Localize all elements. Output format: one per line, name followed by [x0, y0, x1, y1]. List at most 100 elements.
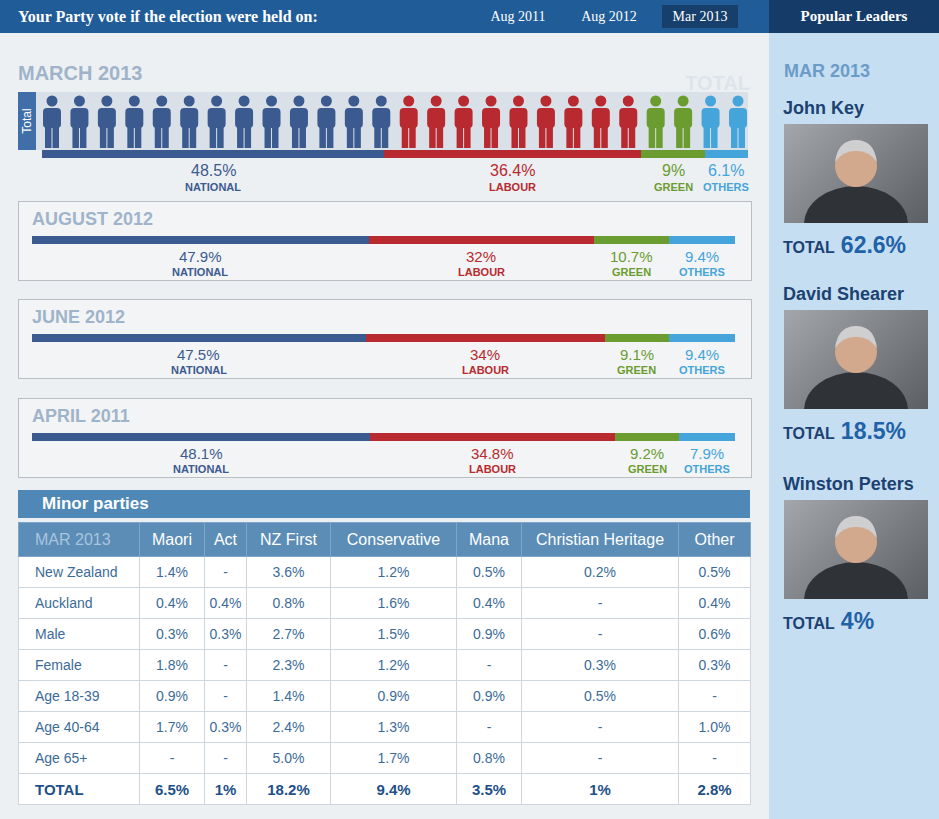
svg-text:OTHERS: OTHERS: [679, 266, 725, 278]
svg-text:48.1%: 48.1%: [180, 445, 223, 462]
html-text:TOTAL: TOTAL: [35, 780, 84, 798]
html-text:3.6%: 3.6%: [272, 564, 305, 580]
html-text:1%: 1%: [214, 780, 237, 798]
svg-text:9.2%: 9.2%: [630, 445, 664, 462]
html-text:0.9%: 0.9%: [156, 688, 188, 704]
html-text:3.5%: 3.5%: [471, 780, 507, 798]
html-text:0.9%: 0.9%: [473, 688, 505, 704]
html-text:0.8%: 0.8%: [272, 595, 305, 611]
svg-text:NATIONAL: NATIONAL: [185, 181, 241, 193]
svg-text:NATIONAL: NATIONAL: [171, 364, 227, 376]
svg-text:GREEN: GREEN: [612, 266, 651, 278]
html-text:MAR 2013: MAR 2013: [35, 530, 111, 548]
svg-text:32%: 32%: [466, 248, 496, 265]
html-text:TOTAL: TOTAL: [685, 72, 750, 94]
html-text:AUGUST 2012: AUGUST 2012: [32, 209, 153, 229]
svg-text:9.4%: 9.4%: [685, 346, 719, 363]
html-text:0.4%: 0.4%: [156, 595, 188, 611]
svg-text:48.5%: 48.5%: [191, 162, 236, 179]
html-text:John Key: John Key: [783, 98, 864, 118]
html-text:1.6%: 1.6%: [377, 595, 410, 611]
svg-text:LABOUR: LABOUR: [462, 364, 509, 376]
svg-text:NATIONAL: NATIONAL: [172, 266, 228, 278]
svg-text:LABOUR: LABOUR: [458, 266, 505, 278]
html-text:0.5%: 0.5%: [473, 564, 505, 580]
html-text:Minor parties: Minor parties: [42, 494, 149, 513]
html-text:Auckland: Auckland: [35, 595, 93, 611]
svg-text:47.9%: 47.9%: [179, 248, 222, 265]
svg-text:OTHERS: OTHERS: [684, 463, 730, 475]
html-text:Popular Leaders: Popular Leaders: [800, 8, 908, 24]
html-text:Maori: Maori: [152, 530, 192, 548]
html-text:1.2%: 1.2%: [377, 657, 410, 673]
html-text:0.6%: 0.6%: [698, 626, 731, 642]
html-text:1.5%: 1.5%: [377, 626, 410, 642]
html-text:APRIL 2011: APRIL 2011: [32, 406, 130, 426]
svg-text:OTHERS: OTHERS: [703, 181, 749, 193]
html-text:1.2%: 1.2%: [377, 564, 410, 580]
html-text:New Zealand: New Zealand: [35, 564, 118, 580]
html-text:Other: Other: [694, 530, 735, 548]
svg-text:36.4%: 36.4%: [490, 162, 535, 179]
html-text:2.8%: 2.8%: [697, 780, 732, 798]
html-text:6.5%: 6.5%: [154, 780, 190, 798]
svg-text:9.4%: 9.4%: [685, 248, 719, 265]
svg-text:7.9%: 7.9%: [690, 445, 724, 462]
html-text:9.4%: 9.4%: [376, 780, 411, 798]
html-text:0.3%: 0.3%: [209, 626, 242, 642]
html-text:18.2%: 18.2%: [267, 780, 310, 798]
html-text:Winston Peters: Winston Peters: [783, 474, 914, 494]
html-text:0.9%: 0.9%: [377, 688, 410, 704]
html-text:Your Party vote if the electio: Your Party vote if the election were hel…: [18, 8, 318, 25]
html-text:Male: Male: [35, 626, 66, 642]
html-text:1.8%: 1.8%: [156, 657, 188, 673]
html-text:0.5%: 0.5%: [584, 688, 616, 704]
html-text:0.2%: 0.2%: [584, 564, 616, 580]
html-text:1.4%: 1.4%: [272, 688, 305, 704]
html-text:Act: Act: [213, 530, 238, 548]
svg-text:10.7%: 10.7%: [610, 248, 653, 265]
html-text:0.3%: 0.3%: [584, 657, 616, 673]
html-text:1%: 1%: [589, 780, 611, 798]
html-text:Mana: Mana: [469, 530, 509, 548]
svg-text:NATIONAL: NATIONAL: [173, 463, 229, 475]
html-text:0.3%: 0.3%: [698, 657, 731, 673]
html-text:TOTAL 62.6%: TOTAL 62.6%: [783, 232, 907, 258]
html-text:TOTAL 18.5%: TOTAL 18.5%: [783, 418, 907, 444]
html-text:Christian Heritage: Christian Heritage: [536, 530, 664, 548]
svg-text:OTHERS: OTHERS: [679, 364, 725, 376]
svg-text:34.8%: 34.8%: [471, 445, 514, 462]
svg-text:LABOUR: LABOUR: [469, 463, 516, 475]
svg-text:47.5%: 47.5%: [177, 346, 220, 363]
html-text:1.4%: 1.4%: [156, 564, 188, 580]
html-text:0.4%: 0.4%: [698, 595, 731, 611]
html-text:0.5%: 0.5%: [698, 564, 731, 580]
html-text:Age 18-39: Age 18-39: [35, 688, 100, 704]
html-text:NZ First: NZ First: [260, 530, 317, 548]
svg-text:GREEN: GREEN: [654, 181, 693, 193]
html-text:2.7%: 2.7%: [272, 626, 305, 642]
html-text:0.4%: 0.4%: [209, 595, 242, 611]
html-text:David Shearer: David Shearer: [783, 284, 905, 304]
svg-text:6.1%: 6.1%: [708, 162, 744, 179]
html-text:MARCH 2013: MARCH 2013: [18, 62, 143, 84]
html-text:0.9%: 0.9%: [473, 626, 505, 642]
html-text:Age 40-64: Age 40-64: [35, 719, 100, 735]
html-text:2.3%: 2.3%: [272, 657, 305, 673]
svg-text:9%: 9%: [662, 162, 685, 179]
html-text:0.3%: 0.3%: [156, 626, 188, 642]
svg-text:GREEN: GREEN: [628, 463, 667, 475]
html-text:TOTAL 4%: TOTAL 4%: [783, 608, 875, 634]
svg-text:34%: 34%: [470, 346, 500, 363]
svg-text:9.1%: 9.1%: [620, 346, 654, 363]
svg-text:LABOUR: LABOUR: [489, 181, 536, 193]
svg-text:GREEN: GREEN: [617, 364, 656, 376]
html-text:Conservative: Conservative: [346, 530, 441, 548]
html-text:0.4%: 0.4%: [473, 595, 505, 611]
html-text:MAR 2013: MAR 2013: [784, 61, 870, 81]
html-text:1.7%: 1.7%: [156, 719, 188, 735]
html-text:2.4%: 2.4%: [272, 719, 305, 735]
html-text:JUNE 2012: JUNE 2012: [32, 307, 126, 327]
html-text:Female: Female: [35, 657, 82, 673]
html-text:0.3%: 0.3%: [209, 719, 242, 735]
